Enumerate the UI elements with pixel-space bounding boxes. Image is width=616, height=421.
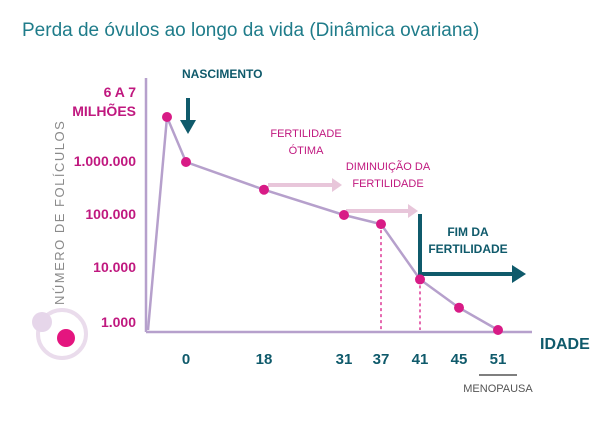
annotation-fim-1: FIM DA [447,225,489,239]
menopause-label: MENOPAUSA [463,383,533,395]
menopause-marker: MENOPAUSA [463,374,533,395]
x-tick-0: 0 [182,351,190,368]
data-point-37 [376,219,386,230]
x-tick-45: 45 [451,351,468,368]
data-points [162,112,503,335]
annotation-diminuicao-1: DIMINUIÇÃO DA [346,160,431,173]
decorative-logo [32,308,88,360]
data-point-0 [181,157,191,167]
data-point-51 [493,325,503,335]
x-tick-labels: 0 18 31 37 41 45 51 [182,351,507,368]
nascimento-arrow-head [180,120,196,134]
annotation-fim-2: FERTILIDADE [428,242,507,256]
y-axis-label: NÚMERO DE FOLÍCULOS [52,120,67,305]
y-tick-100-000: 100.000 [85,206,136,222]
data-point-31 [339,210,349,220]
x-tick-37: 37 [373,351,390,368]
y-tick-1-000-000: 1.000.000 [74,153,136,169]
y-tick-10-000: 10.000 [93,259,136,275]
chart-title: Perda de óvulos ao longo da vida (Dinâmi… [22,20,479,41]
dashed-guides [380,230,421,330]
y-tick-milh-es: MILHÕES [72,102,136,119]
x-tick-41: 41 [412,351,429,368]
annotations: NASCIMENTO FERTILIDADE ÓTIMA DIMINUIÇÃO DA F… [180,67,526,283]
x-tick-51: 51 [490,351,507,368]
annotation-fertilidade-otima-2: ÓTIMA [289,144,324,157]
data-point-18 [259,184,269,195]
x-tick-31: 31 [336,351,353,368]
x-tick-18: 18 [256,351,273,368]
data-point-41 [415,274,425,285]
fim-arrow-head [512,265,526,283]
fertilidade-otima-arrow-head [332,178,342,192]
y-tick-labels: 6 A 7 MILHÕES 1.000.000 100.000 10.000 1.000 [72,84,136,330]
y-tick-1-000: 1.000 [101,314,136,330]
annotation-nascimento: NASCIMENTO [182,67,262,81]
x-axis-label: IDADE [540,336,590,353]
y-tick-6-a-7: 6 A 7 [104,84,137,100]
annotation-fertilidade-otima-1: FERTILIDADE [270,128,341,140]
diminuicao-arrow-head [408,204,418,218]
data-point-45 [454,302,464,313]
annotation-diminuicao-2: FERTILIDADE [352,178,423,190]
data-point-m1 [162,112,172,122]
